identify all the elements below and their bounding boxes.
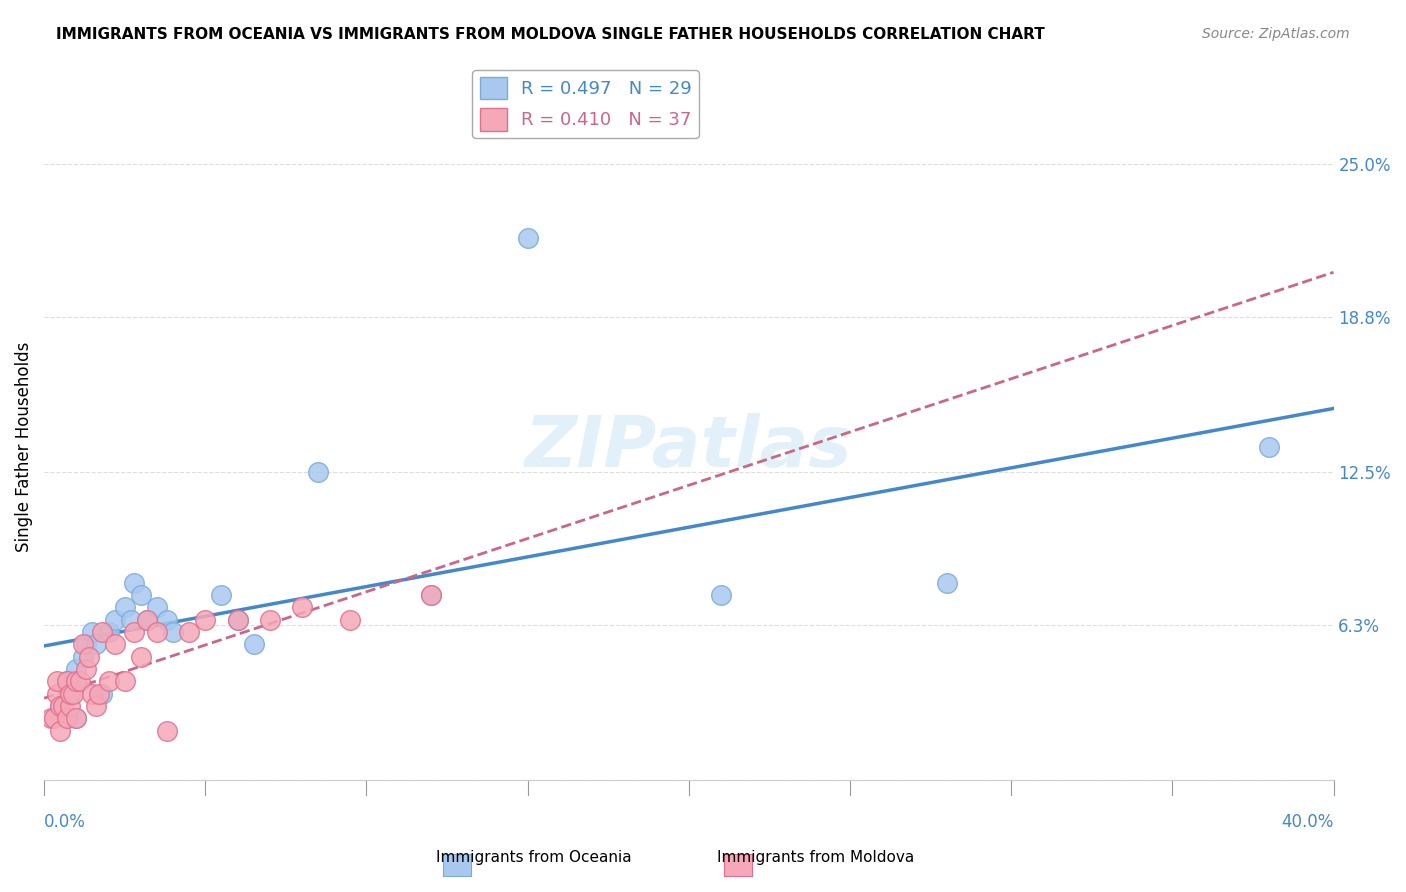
- Point: [75, 662, 97, 676]
- Point: [59, 674, 82, 689]
- Text: IMMIGRANTS FROM OCEANIA VS IMMIGRANTS FROM MOLDOVA SINGLE FATHER HOUSEHOLDS CORR: IMMIGRANTS FROM OCEANIA VS IMMIGRANTS FR…: [56, 27, 1045, 42]
- Point: [55, 674, 77, 689]
- Point: [194, 613, 217, 627]
- Point: [114, 674, 136, 689]
- Point: [97, 625, 120, 640]
- Point: [710, 588, 733, 602]
- Legend: R = 0.497   N = 29, R = 0.410   N = 37: R = 0.497 N = 29, R = 0.410 N = 37: [472, 70, 699, 137]
- Text: Immigrants from Moldova: Immigrants from Moldova: [717, 850, 914, 865]
- Y-axis label: Single Father Households: Single Father Households: [15, 342, 32, 552]
- Point: [226, 613, 249, 627]
- Point: [55, 711, 77, 725]
- Text: Source: ZipAtlas.com: Source: ZipAtlas.com: [1202, 27, 1350, 41]
- Point: [62, 687, 84, 701]
- Point: [226, 613, 249, 627]
- Point: [129, 588, 152, 602]
- Point: [91, 625, 114, 640]
- Point: [84, 699, 107, 714]
- Point: [49, 699, 72, 714]
- Point: [46, 674, 69, 689]
- Point: [82, 687, 104, 701]
- Point: [146, 600, 169, 615]
- Point: [91, 687, 114, 701]
- Point: [120, 613, 142, 627]
- Point: [1258, 440, 1281, 454]
- Point: [339, 613, 361, 627]
- Point: [242, 637, 264, 651]
- Point: [82, 625, 104, 640]
- Point: [162, 625, 184, 640]
- Point: [516, 230, 538, 244]
- Point: [87, 687, 110, 701]
- Point: [52, 699, 75, 714]
- Point: [104, 613, 127, 627]
- Point: [49, 699, 72, 714]
- Point: [49, 723, 72, 738]
- Point: [46, 687, 69, 701]
- Point: [419, 588, 441, 602]
- Text: 0.0%: 0.0%: [44, 814, 86, 831]
- Point: [84, 637, 107, 651]
- Point: [65, 711, 87, 725]
- Point: [935, 575, 957, 590]
- Point: [291, 600, 314, 615]
- Point: [77, 649, 100, 664]
- Point: [42, 711, 65, 725]
- Text: 40.0%: 40.0%: [1281, 814, 1333, 831]
- Point: [59, 699, 82, 714]
- Point: [129, 649, 152, 664]
- Point: [97, 674, 120, 689]
- Point: [72, 649, 94, 664]
- Point: [209, 588, 232, 602]
- Point: [124, 575, 146, 590]
- Point: [124, 625, 146, 640]
- Point: [69, 674, 91, 689]
- Point: [65, 674, 87, 689]
- Point: [179, 625, 201, 640]
- Point: [259, 613, 281, 627]
- Point: [155, 723, 177, 738]
- Text: Immigrants from Oceania: Immigrants from Oceania: [436, 850, 633, 865]
- Point: [39, 711, 62, 725]
- Point: [307, 465, 329, 479]
- Point: [155, 613, 177, 627]
- Point: [65, 711, 87, 725]
- Point: [104, 637, 127, 651]
- Point: [136, 613, 159, 627]
- Point: [59, 687, 82, 701]
- Point: [136, 613, 159, 627]
- Text: ZIPatlas: ZIPatlas: [524, 413, 852, 482]
- Point: [75, 637, 97, 651]
- Point: [55, 674, 77, 689]
- Point: [72, 637, 94, 651]
- Point: [65, 662, 87, 676]
- Point: [146, 625, 169, 640]
- Point: [114, 600, 136, 615]
- Point: [419, 588, 441, 602]
